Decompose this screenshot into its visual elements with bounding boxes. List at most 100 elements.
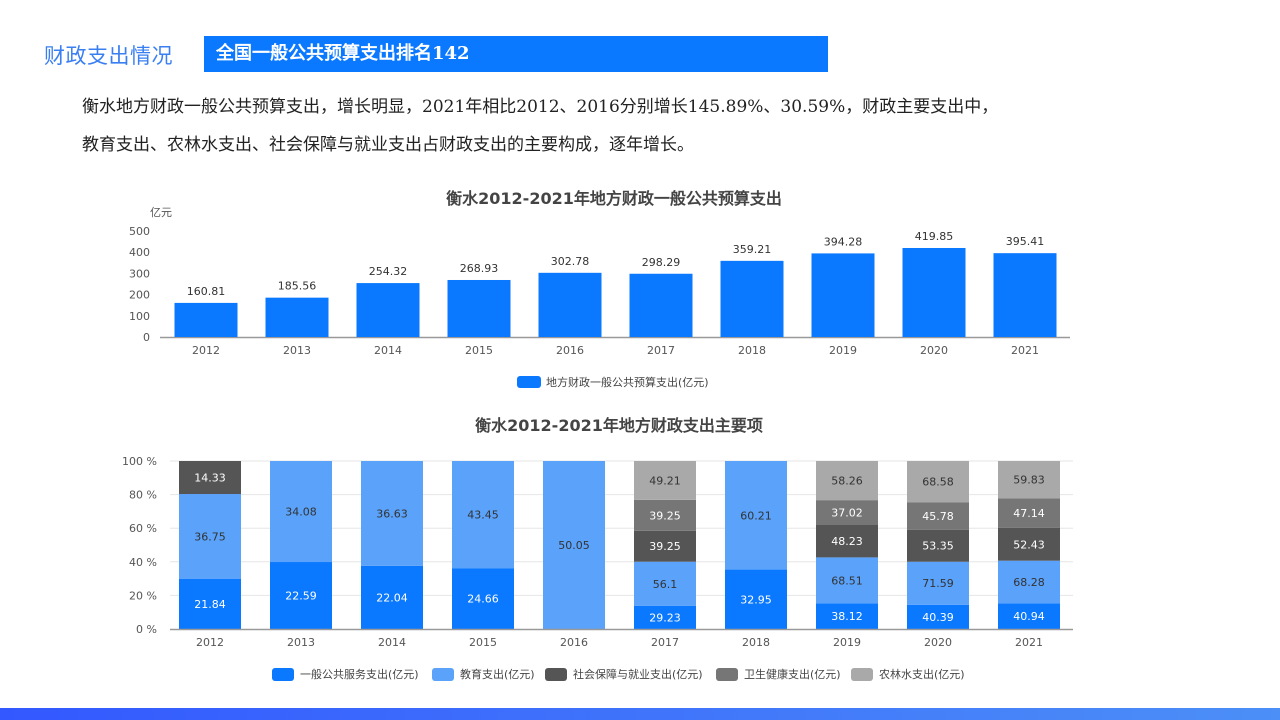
bar-2015 [447, 279, 511, 337]
segment-2020-2 [907, 529, 969, 562]
x-tick-label: 2018 [738, 344, 766, 357]
x-tick-label: 2012 [196, 636, 224, 649]
data-label-2021-0: 40.94 [1013, 610, 1045, 623]
data-label-2019-3: 37.02 [831, 507, 863, 520]
segment-2013-0 [270, 562, 332, 629]
data-label-2018-0: 32.95 [740, 593, 772, 606]
data-label-2021-4: 59.83 [1013, 474, 1045, 487]
bottom-decorative-bar [0, 708, 1280, 720]
x-tick-label: 2019 [833, 636, 861, 649]
segment-2017-2 [634, 530, 696, 562]
legend-swatch [517, 376, 541, 388]
section-title: 财政支出情况 [44, 44, 173, 68]
data-label-2019-1: 68.51 [831, 574, 863, 587]
x-tick-label: 2016 [556, 344, 584, 357]
data-label-2016-1: 50.05 [558, 539, 590, 552]
data-label-2020-2: 53.35 [922, 540, 954, 553]
ranking-banner: 全国一般公共预算支出排名142 [204, 36, 828, 72]
segment-2017-1 [634, 561, 696, 606]
data-label-2016: 302.78 [551, 255, 590, 268]
y-tick-label: 0 % [136, 623, 157, 636]
data-label-2020-3: 45.78 [922, 510, 954, 523]
y-tick-label: 500 [129, 225, 150, 238]
y-tick-label: 200 [129, 289, 150, 302]
x-tick-label: 2014 [374, 344, 402, 357]
data-label-2017-4: 49.21 [649, 474, 681, 487]
y-axis-unit: 亿元 [150, 206, 172, 219]
segment-2021-4 [998, 461, 1060, 499]
data-label-2013: 185.56 [278, 280, 317, 293]
data-label-2017-0: 29.23 [649, 611, 681, 624]
y-tick-label: 20 % [129, 589, 157, 602]
data-label-2020-1: 71.59 [922, 577, 954, 590]
data-label-2020-0: 40.39 [922, 611, 954, 624]
bar-2020 [902, 247, 966, 337]
x-tick-label: 2020 [920, 344, 948, 357]
segment-2014-0 [361, 565, 423, 629]
data-label-2021: 395.41 [1006, 235, 1045, 248]
legend-swatch [272, 668, 294, 681]
segment-2019-2 [816, 524, 878, 558]
x-tick-label: 2014 [378, 636, 406, 649]
legend-swatch [545, 668, 567, 681]
data-label-2017: 298.29 [642, 256, 681, 269]
data-label-2017-2: 39.25 [649, 540, 681, 553]
segment-2021-3 [998, 498, 1060, 528]
summary-line-2: 教育支出、农林水支出、社会保障与就业支出占财政支出的主要构成，逐年增长。 [82, 135, 694, 155]
bar-2019 [811, 253, 875, 337]
legend-label: 地方财政一般公共预算支出(亿元) [546, 375, 709, 389]
chart-title: 衡水2012-2021年地方财政一般公共预算支出 [446, 189, 782, 208]
summary-line-1: 衡水地方财政一般公共预算支出，增长明显，2021年相比2012、2016分别增长… [82, 97, 999, 117]
legend-label: 农林水支出(亿元) [879, 667, 965, 681]
x-tick-label: 2013 [287, 636, 315, 649]
data-label-2013-0: 22.59 [285, 590, 317, 603]
bar-2013 [265, 297, 329, 337]
segment-2020-3 [907, 502, 969, 530]
x-tick-label: 2021 [1015, 636, 1043, 649]
data-label-2019-4: 58.26 [831, 475, 863, 488]
x-tick-label: 2013 [283, 344, 311, 357]
x-tick-label: 2018 [742, 636, 770, 649]
segment-2020-4 [907, 461, 969, 503]
bar-2018 [720, 260, 784, 337]
data-label-2021-3: 47.14 [1013, 507, 1045, 520]
segment-2019-1 [816, 557, 878, 604]
data-label-2020-4: 68.58 [922, 476, 954, 489]
data-label-2017-3: 39.25 [649, 509, 681, 522]
x-tick-label: 2019 [829, 344, 857, 357]
data-label-2020: 419.85 [915, 230, 954, 243]
segment-2021-0 [998, 603, 1060, 629]
x-tick-label: 2016 [560, 636, 588, 649]
segment-2012-0 [179, 578, 241, 629]
segment-2019-3 [816, 500, 878, 525]
segment-2019-0 [816, 603, 878, 629]
data-label-2017-1: 56.1 [653, 578, 678, 591]
x-tick-label: 2015 [469, 636, 497, 649]
legend-label: 卫生健康支出(亿元) [744, 667, 841, 681]
segment-2012-1 [179, 494, 241, 579]
bar-2014 [356, 283, 420, 337]
data-label-2021-1: 68.28 [1013, 576, 1045, 589]
segment-2018-1 [725, 461, 787, 570]
segment-2020-1 [907, 561, 969, 605]
x-tick-label: 2015 [465, 344, 493, 357]
segment-2019-4 [816, 461, 878, 501]
segment-2017-0 [634, 605, 696, 629]
bar-2012 [174, 302, 238, 337]
segment-2017-4 [634, 461, 696, 500]
bar-2021 [993, 253, 1057, 337]
segment-2012-2 [179, 461, 241, 495]
data-label-2014-0: 22.04 [376, 591, 408, 604]
data-label-2012-0: 21.84 [194, 598, 226, 611]
legend-swatch [716, 668, 738, 681]
data-label-2012-2: 14.33 [194, 472, 226, 485]
data-label-2019-0: 38.12 [831, 610, 863, 623]
chart-title: 衡水2012-2021年地方财政支出主要项 [475, 416, 763, 435]
x-tick-label: 2017 [651, 636, 679, 649]
y-tick-label: 100 [129, 310, 150, 323]
data-label-2015-0: 24.66 [467, 593, 499, 606]
legend-swatch [432, 668, 454, 681]
y-tick-label: 100 % [122, 455, 157, 468]
y-tick-label: 0 [143, 331, 150, 344]
